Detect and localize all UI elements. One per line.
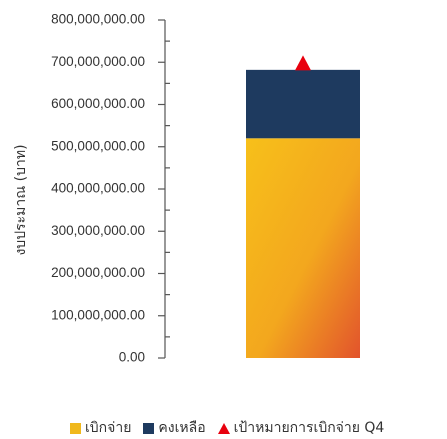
legend-item-target[interactable]: เป้าหมายการเบิกจ่าย Q4 xyxy=(217,417,385,439)
bars xyxy=(246,69,360,358)
y-axis-label: งบประมาณ (บาท) xyxy=(13,144,29,255)
y-axis: 0.00 100,000,000.00 200,000,000.00 300,000,… xyxy=(51,12,170,365)
bar-segment-spent xyxy=(246,138,360,358)
y-tick-label: 600,000,000.00 xyxy=(51,96,145,111)
legend-triangle-icon xyxy=(217,422,230,434)
y-tick-label: 400,000,000.00 xyxy=(51,181,145,196)
legend-swatch-remaining xyxy=(143,422,155,434)
y-tick-label: 100,000,000.00 xyxy=(51,307,145,322)
y-tick-label: 0.00 xyxy=(119,350,145,365)
legend-label-remaining: คงเหลือ xyxy=(158,420,206,436)
bar-segment-remaining xyxy=(246,69,360,139)
y-tick-label: 700,000,000.00 xyxy=(51,54,145,69)
y-tick-label: 500,000,000.00 xyxy=(51,138,145,153)
legend-swatch-spent xyxy=(70,422,81,434)
y-tick-label: 300,000,000.00 xyxy=(51,223,145,238)
legend-item-remaining[interactable]: คงเหลือ xyxy=(143,417,206,439)
legend-item-spent[interactable]: เบิกจ่าย xyxy=(70,417,131,439)
target-marker-triangle xyxy=(295,55,311,71)
target-markers xyxy=(295,55,311,71)
y-tick-label: 800,000,000.00 xyxy=(51,12,145,27)
legend-label-spent: เบิกจ่าย xyxy=(85,420,132,436)
legend: เบิกจ่าย คงเหลือ เป้าหมายการเบิกจ่าย Q4 xyxy=(70,418,384,438)
y-tick-label: 200,000,000.00 xyxy=(51,265,145,280)
legend-label-target: เป้าหมายการเบิกจ่าย Q4 xyxy=(233,420,385,436)
